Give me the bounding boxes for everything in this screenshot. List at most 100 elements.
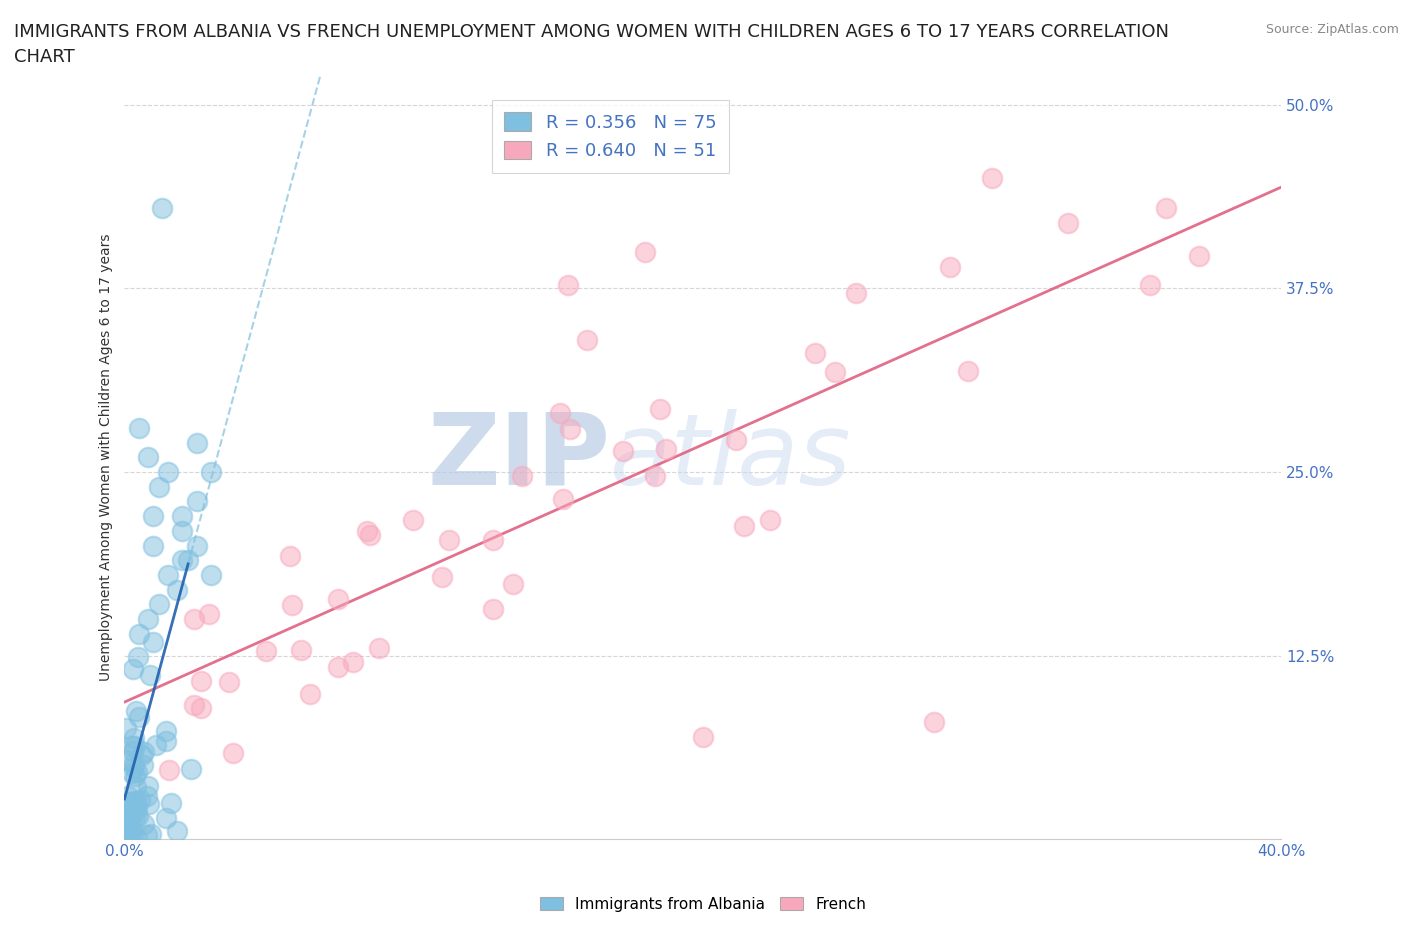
- Point: [121, 738, 143, 753]
- Point: [326, 659, 349, 674]
- Point: [155, 724, 177, 738]
- Point: [724, 432, 747, 447]
- Point: [124, 769, 146, 784]
- Point: [122, 800, 145, 815]
- Text: ZIP: ZIP: [427, 409, 610, 506]
- Point: [115, 721, 138, 736]
- Point: [186, 538, 208, 553]
- Point: [155, 734, 177, 749]
- Point: [197, 606, 219, 621]
- Point: [481, 532, 503, 547]
- Point: [218, 674, 240, 689]
- Point: [1139, 278, 1161, 293]
- Point: [125, 779, 148, 794]
- Point: [128, 710, 150, 724]
- Point: [612, 444, 634, 458]
- Point: [177, 552, 200, 567]
- Point: [127, 801, 149, 816]
- Point: [148, 479, 170, 494]
- Text: CHART: CHART: [14, 48, 75, 66]
- Point: [132, 758, 155, 773]
- Point: [120, 794, 142, 809]
- Point: [924, 714, 946, 729]
- Point: [190, 673, 212, 688]
- Point: [576, 332, 599, 347]
- Point: [759, 512, 782, 527]
- Point: [402, 512, 425, 527]
- Point: [655, 442, 678, 457]
- Point: [115, 821, 138, 836]
- Point: [166, 823, 188, 838]
- Point: [172, 524, 194, 538]
- Point: [156, 465, 179, 480]
- Point: [367, 641, 389, 656]
- Point: [121, 822, 143, 837]
- Point: [482, 602, 505, 617]
- Point: [278, 548, 301, 563]
- Point: [118, 810, 141, 825]
- Point: [156, 567, 179, 582]
- Legend: Immigrants from Albania, French: Immigrants from Albania, French: [534, 890, 872, 918]
- Point: [135, 789, 157, 804]
- Point: [117, 789, 139, 804]
- Point: [120, 813, 142, 828]
- Point: [186, 435, 208, 450]
- Point: [139, 668, 162, 683]
- Point: [136, 778, 159, 793]
- Legend: R = 0.356   N = 75, R = 0.640   N = 51: R = 0.356 N = 75, R = 0.640 N = 51: [492, 100, 730, 173]
- Point: [439, 533, 461, 548]
- Point: [125, 764, 148, 779]
- Point: [553, 491, 575, 506]
- Point: [183, 698, 205, 712]
- Point: [845, 286, 868, 300]
- Point: [558, 422, 581, 437]
- Point: [125, 796, 148, 811]
- Point: [131, 748, 153, 763]
- Point: [142, 635, 165, 650]
- Point: [124, 759, 146, 774]
- Point: [692, 729, 714, 744]
- Point: [550, 405, 572, 420]
- Point: [132, 744, 155, 759]
- Point: [430, 569, 453, 584]
- Point: [190, 700, 212, 715]
- Point: [359, 527, 381, 542]
- Point: [172, 509, 194, 524]
- Point: [122, 806, 145, 821]
- Point: [650, 401, 672, 416]
- Point: [644, 468, 666, 483]
- Point: [142, 538, 165, 553]
- Point: [510, 468, 533, 483]
- Point: [122, 755, 145, 770]
- Point: [148, 597, 170, 612]
- Point: [824, 365, 846, 379]
- Text: Source: ZipAtlas.com: Source: ZipAtlas.com: [1265, 23, 1399, 36]
- Point: [557, 278, 579, 293]
- Point: [128, 626, 150, 641]
- Point: [124, 810, 146, 825]
- Point: [115, 830, 138, 845]
- Point: [180, 762, 202, 777]
- Point: [1188, 249, 1211, 264]
- Point: [138, 797, 160, 812]
- Point: [121, 766, 143, 781]
- Point: [129, 792, 152, 807]
- Point: [733, 519, 755, 534]
- Point: [1057, 216, 1080, 231]
- Point: [125, 704, 148, 719]
- Point: [124, 794, 146, 809]
- Point: [326, 591, 349, 606]
- Point: [135, 828, 157, 843]
- Point: [145, 737, 167, 752]
- Point: [803, 345, 825, 360]
- Point: [200, 567, 222, 582]
- Point: [221, 745, 243, 760]
- Point: [981, 171, 1004, 186]
- Point: [160, 795, 183, 810]
- Point: [134, 817, 156, 831]
- Point: [128, 420, 150, 435]
- Point: [117, 799, 139, 814]
- Point: [117, 824, 139, 839]
- Point: [121, 661, 143, 676]
- Text: IMMIGRANTS FROM ALBANIA VS FRENCH UNEMPLOYMENT AMONG WOMEN WITH CHILDREN AGES 6 : IMMIGRANTS FROM ALBANIA VS FRENCH UNEMPL…: [14, 23, 1168, 41]
